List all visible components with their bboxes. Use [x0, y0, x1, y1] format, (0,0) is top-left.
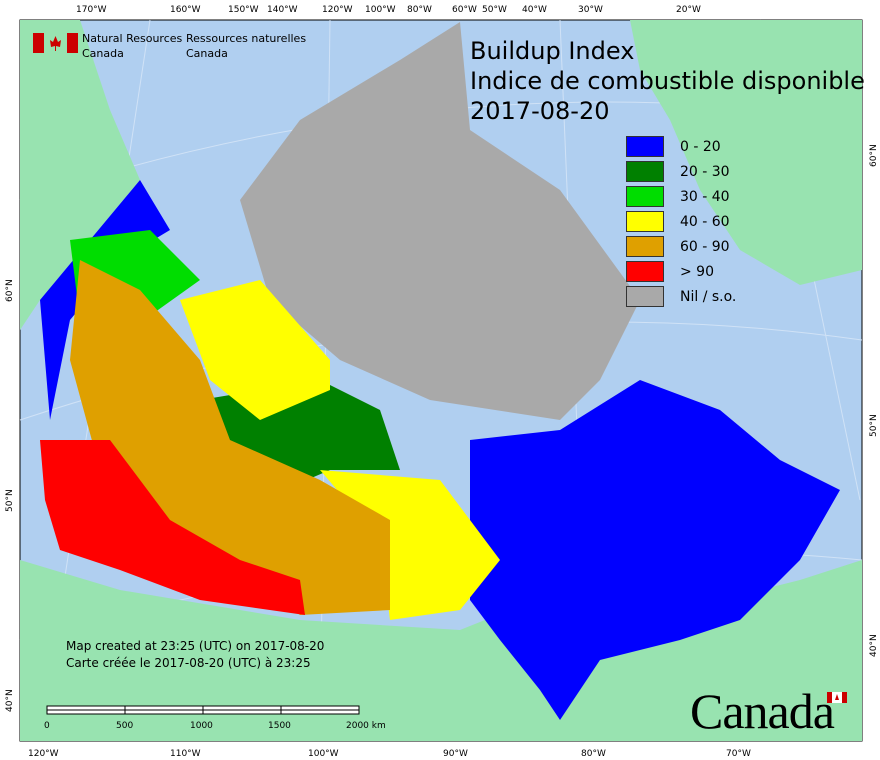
title-fr: Indice de combustible disponible — [470, 67, 865, 95]
right-axis-labels: 60°N 50°N 40°N — [869, 144, 879, 657]
greenland — [630, 20, 862, 285]
legend-swatch — [626, 136, 664, 157]
svg-text:1000: 1000 — [190, 721, 213, 731]
scale-bar: 0 500 1000 1500 2000 km — [44, 705, 386, 731]
region-60-90 — [70, 260, 390, 615]
region-over-90 — [40, 440, 305, 615]
svg-text:50°N: 50°N — [5, 489, 15, 512]
svg-text:140°W: 140°W — [267, 5, 298, 15]
legend-label: 60 - 90 — [680, 238, 730, 255]
legend-item: 40 - 60 — [626, 209, 736, 234]
wordmark-flag — [827, 692, 847, 703]
legend-label: 30 - 40 — [680, 188, 730, 205]
legend-item: 20 - 30 — [626, 159, 736, 184]
top-axis-labels: 170°W 160°W 150°W 140°W 120°W 100°W 80°W… — [76, 5, 701, 15]
svg-text:500: 500 — [116, 721, 133, 731]
svg-text:100°W: 100°W — [308, 749, 339, 759]
svg-text:60°N: 60°N — [5, 279, 15, 302]
svg-text:150°W: 150°W — [228, 5, 259, 15]
svg-text:40°W: 40°W — [522, 5, 547, 15]
svg-text:2000 km: 2000 km — [346, 721, 386, 731]
legend-item: > 90 — [626, 259, 736, 284]
svg-text:40°N: 40°N — [5, 689, 15, 712]
legend-item: 30 - 40 — [626, 184, 736, 209]
svg-text:50°N: 50°N — [869, 414, 879, 437]
svg-text:100°W: 100°W — [365, 5, 396, 15]
region-40-60 — [180, 280, 330, 420]
svg-text:160°W: 160°W — [170, 5, 201, 15]
alaska — [20, 20, 140, 330]
legend-label: 40 - 60 — [680, 213, 730, 230]
svg-text:170°W: 170°W — [76, 5, 107, 15]
legend-swatch — [626, 161, 664, 182]
region-0-20 — [470, 380, 840, 720]
svg-text:0: 0 — [44, 721, 50, 731]
svg-text:1500: 1500 — [268, 721, 291, 731]
svg-text:120°W: 120°W — [28, 749, 59, 759]
legend-swatch — [626, 261, 664, 282]
legend-label: Nil / s.o. — [680, 288, 737, 305]
legend-label: 0 - 20 — [680, 138, 721, 155]
org-name-en: Natural Resources Canada — [82, 32, 183, 60]
legend-item: 0 - 20 — [626, 134, 736, 159]
svg-text:80°W: 80°W — [581, 749, 606, 759]
svg-text:70°W: 70°W — [726, 749, 751, 759]
legend-swatch — [626, 186, 664, 207]
svg-text:50°W: 50°W — [482, 5, 507, 15]
svg-text:80°W: 80°W — [407, 5, 432, 15]
bottom-axis-labels: 120°W 110°W 100°W 90°W 80°W 70°W — [28, 749, 751, 759]
legend-swatch — [626, 211, 664, 232]
creation-note: Map created at 23:25 (UTC) on 2017-08-20… — [66, 639, 325, 670]
map-title: Buildup Index Indice de combustible disp… — [470, 36, 865, 126]
legend-item: Nil / s.o. — [626, 284, 736, 309]
legend-swatch — [626, 286, 664, 307]
svg-text:20°W: 20°W — [676, 5, 701, 15]
title-en: Buildup Index — [470, 37, 635, 65]
legend-item: 60 - 90 — [626, 234, 736, 259]
map-date: 2017-08-20 — [470, 97, 610, 125]
svg-text:90°W: 90°W — [443, 749, 468, 759]
legend: 0 - 20 20 - 30 30 - 40 40 - 60 60 - 90 > 90 Ni… — [626, 134, 736, 309]
canada-wordmark: Canada — [690, 683, 835, 739]
legend-swatch — [626, 236, 664, 257]
svg-text:110°W: 110°W — [170, 749, 201, 759]
svg-text:60°N: 60°N — [869, 144, 879, 167]
svg-text:120°W: 120°W — [322, 5, 353, 15]
canada-flag-logo — [33, 33, 78, 53]
arctic-islands — [240, 22, 640, 420]
org-name-fr: Ressources naturelles Canada — [186, 32, 307, 60]
left-axis-labels: 60°N 50°N 40°N — [5, 279, 15, 712]
svg-text:40°N: 40°N — [869, 634, 879, 657]
legend-label: 20 - 30 — [680, 163, 730, 180]
svg-text:60°W: 60°W — [452, 5, 477, 15]
svg-text:30°W: 30°W — [578, 5, 603, 15]
legend-label: > 90 — [680, 263, 714, 280]
